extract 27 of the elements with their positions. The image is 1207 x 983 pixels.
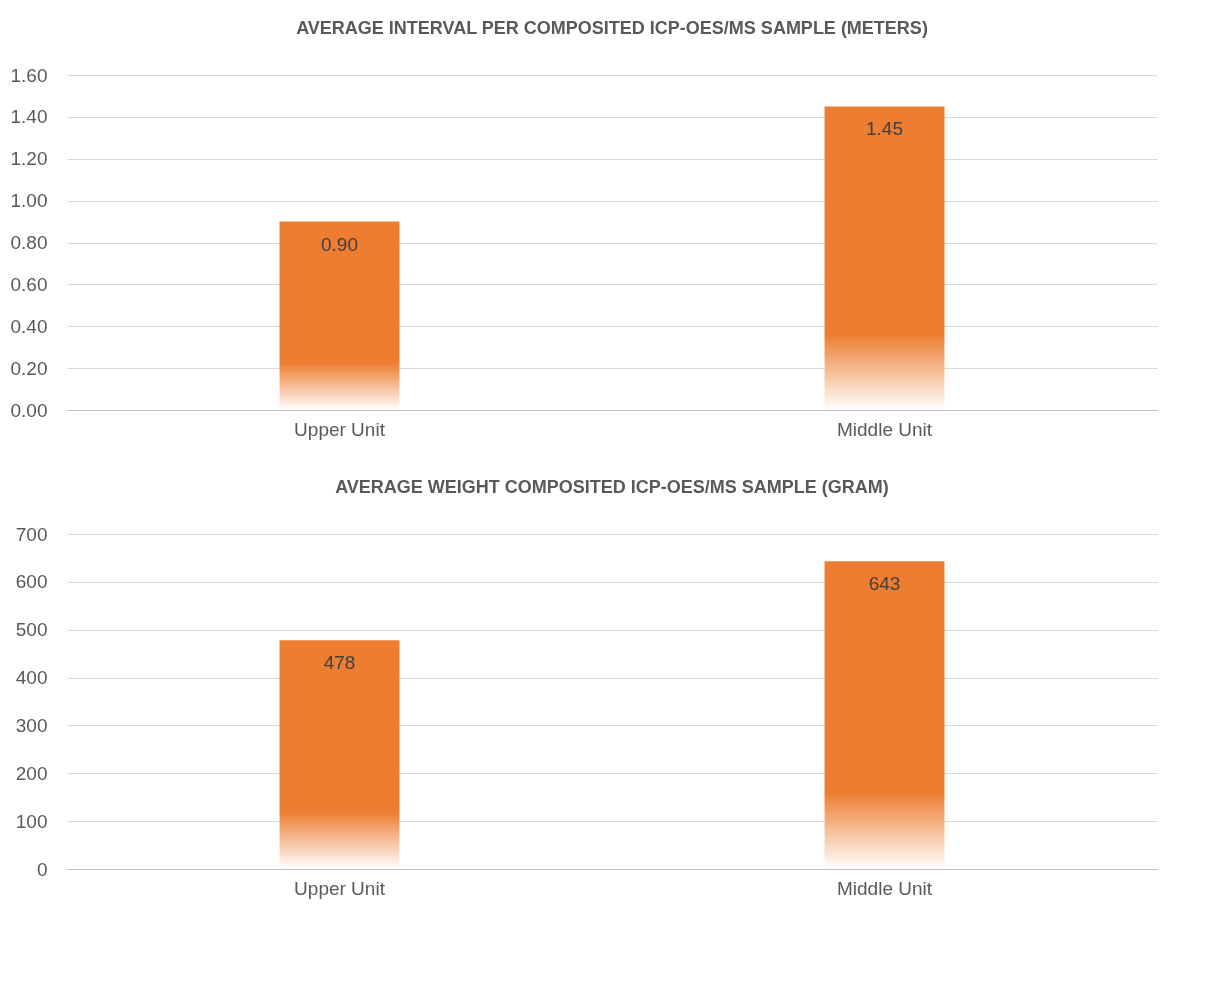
y-tick-label: 1.00 [10, 190, 48, 212]
data-label: 1.45 [866, 118, 903, 140]
y-tick-label: 700 [15, 523, 48, 545]
chart-title: AVERAGE WEIGHT COMPOSITED ICP-OES/MS SAMPLE (GRAM) [335, 477, 889, 497]
data-label: 0.90 [321, 233, 358, 255]
data-label: 478 [323, 652, 356, 674]
y-tick-label: 400 [15, 667, 48, 689]
y-tick-label: 1.40 [10, 106, 48, 128]
y-tick-label: 100 [15, 810, 48, 832]
y-tick-label: 0 [36, 858, 48, 880]
x-tick-label: Middle Unit [836, 418, 933, 440]
x-tick-label: Upper Unit [294, 418, 386, 440]
x-tick-label: Upper Unit [294, 877, 386, 899]
y-tick-label: 0.80 [10, 232, 48, 253]
y-tick-label: 1.20 [10, 148, 48, 170]
y-tick-label: 0.40 [10, 315, 48, 337]
data-label: 643 [868, 573, 901, 595]
y-tick-label: 0.20 [10, 357, 48, 379]
y-tick-label: 0.60 [10, 273, 48, 295]
y-tick-label: 1.60 [10, 64, 48, 86]
x-tick-label: Middle Unit [836, 877, 933, 899]
y-tick-label: 300 [15, 714, 48, 736]
y-tick-label: 200 [15, 762, 48, 784]
y-tick-label: 600 [15, 571, 48, 593]
y-tick-label: 500 [15, 619, 48, 641]
chart-title: AVERAGE INTERVAL PER COMPOSITED ICP-OES/MS SAMPLE (METERS) [296, 18, 928, 38]
y-tick-label: 0.00 [10, 399, 48, 421]
